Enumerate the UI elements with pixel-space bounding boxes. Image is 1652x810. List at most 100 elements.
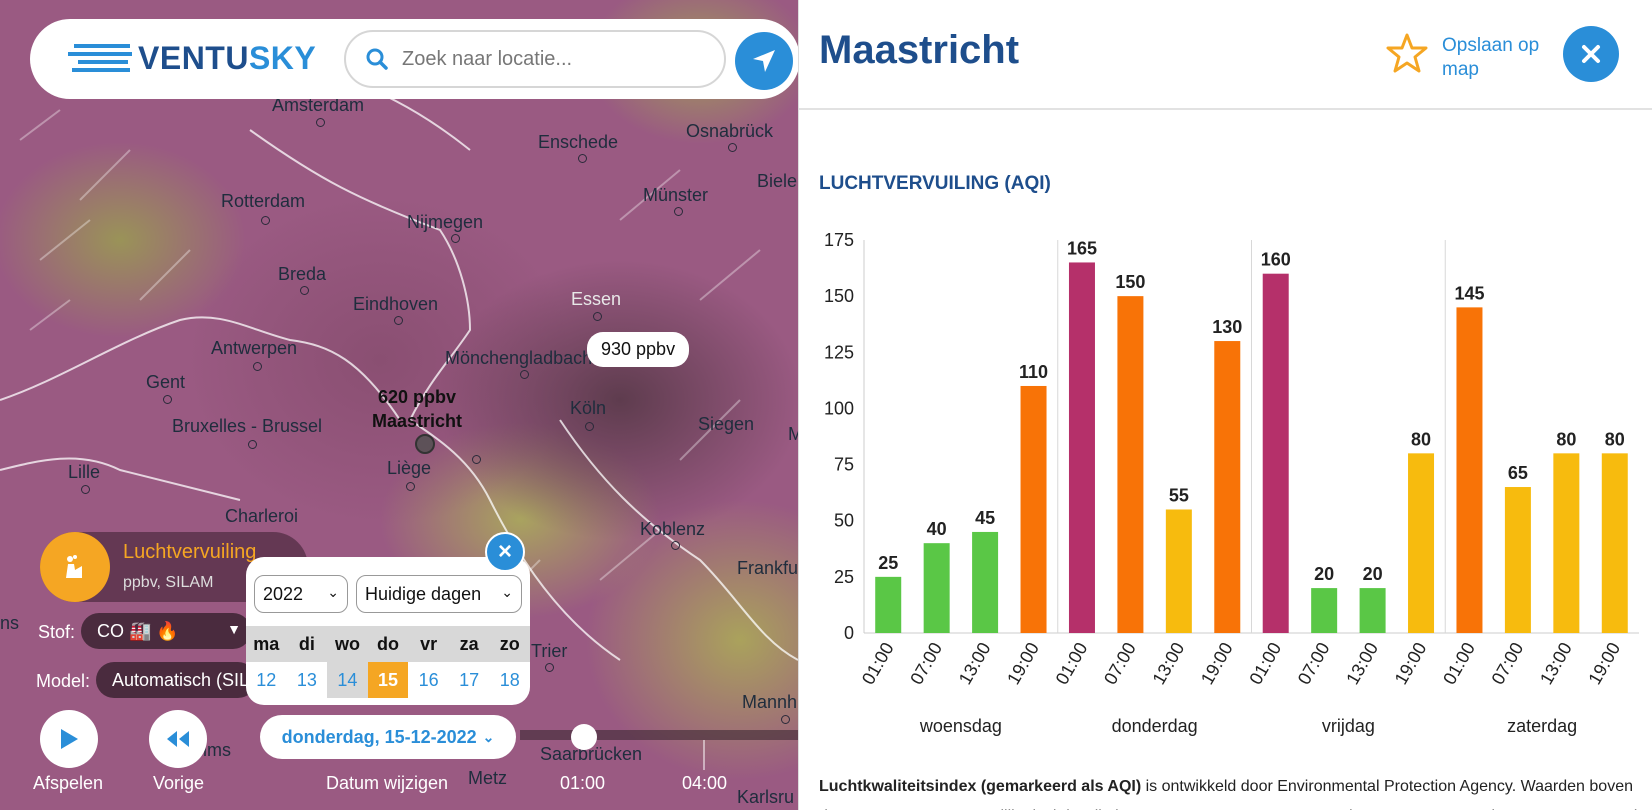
bar-value-label: 20 xyxy=(1363,564,1383,584)
locate-button[interactable] xyxy=(735,32,793,90)
bar-value-label: 150 xyxy=(1115,272,1145,292)
x-tick-label: 13:00 xyxy=(1148,639,1188,688)
ventusky-logo[interactable]: VENTUSKY xyxy=(68,40,316,77)
star-icon[interactable] xyxy=(1386,32,1428,74)
selected-location-value: 620 ppbv xyxy=(378,387,457,407)
city-dot xyxy=(593,312,602,321)
page-title: Maastricht xyxy=(819,28,1020,72)
aqi-bar xyxy=(972,531,999,633)
city-dot xyxy=(451,234,460,243)
city-label: Metz xyxy=(468,768,508,788)
city-dot xyxy=(163,395,172,404)
chevron-down-icon: ▼ xyxy=(227,621,241,637)
chevron-down-icon: ⌄ xyxy=(501,584,513,600)
bar-value-label: 110 xyxy=(1019,362,1048,382)
save-to-map-link[interactable]: Opslaan op map xyxy=(1442,35,1540,80)
aqi-bar xyxy=(1020,385,1047,633)
city-label: Münster xyxy=(643,185,709,205)
city-label: Rotterdam xyxy=(221,191,306,211)
layer-name: Luchtvervuiling xyxy=(123,541,257,563)
calendar-day[interactable]: 18 xyxy=(499,670,520,690)
aqi-bar xyxy=(1359,588,1386,633)
calendar-day[interactable]: 17 xyxy=(459,670,480,690)
bar-value-label: 80 xyxy=(1556,429,1576,449)
search-icon xyxy=(366,48,388,70)
bar-value-label: 130 xyxy=(1212,317,1242,337)
selected-location-pin[interactable] xyxy=(415,434,435,454)
timeline-tick-label: 01:00 xyxy=(560,773,606,793)
bar-value-label: 20 xyxy=(1314,564,1334,584)
close-icon xyxy=(1582,45,1600,63)
calendar-close-button[interactable]: × xyxy=(485,532,525,572)
range-select[interactable]: Huidige dagen ⌄ xyxy=(356,575,522,613)
city-dot xyxy=(585,422,594,431)
x-tick-label: 13:00 xyxy=(955,639,995,688)
timeline-knob[interactable] xyxy=(571,724,597,750)
city-dot xyxy=(472,455,481,464)
factory-icon xyxy=(66,555,82,578)
calendar-day[interactable]: 12 xyxy=(256,670,277,690)
bar-value-label: 45 xyxy=(975,508,995,528)
model-value: Automatisch (SILAM) xyxy=(112,669,256,690)
bar-value-label: 55 xyxy=(1169,485,1189,505)
aqi-bar xyxy=(875,576,902,633)
city-label: Siegen xyxy=(698,414,755,434)
aqi-chart: 0 25 50 75 100 125 150 175 25 01:00 40 07:00 45 13:00… xyxy=(824,230,1639,736)
layer-subtitle: ppbv, SILAM xyxy=(123,574,214,591)
aqi-bar xyxy=(1504,487,1531,633)
panel-header: Maastricht Opslaan op map xyxy=(799,0,1652,110)
logo-wind-icon xyxy=(68,43,132,72)
city-label: Osnabrück xyxy=(686,121,774,141)
bar-value-label: 80 xyxy=(1411,429,1431,449)
model-label: Model: xyxy=(36,671,91,691)
model-select[interactable]: Automatisch (SILAM) xyxy=(96,662,256,698)
layer-icon-button[interactable] xyxy=(40,532,110,602)
timeline-track[interactable] xyxy=(520,730,798,740)
city-label: Saarbrücken xyxy=(540,744,643,764)
date-select[interactable]: donderdag, 15-12-2022 ⌄ xyxy=(260,715,516,759)
calendar-day[interactable]: 16 xyxy=(418,670,439,690)
city-dot xyxy=(253,362,262,371)
weekday-label: ma xyxy=(253,634,280,654)
aqi-bar xyxy=(1214,341,1241,633)
rewind-icon xyxy=(167,731,189,747)
aqi-bar xyxy=(1117,296,1144,633)
city-dot xyxy=(674,207,683,216)
city-label: Liège xyxy=(387,458,432,478)
play-button[interactable] xyxy=(40,710,98,768)
city-label: Essen xyxy=(571,289,622,309)
aqi-bar xyxy=(1553,453,1580,633)
city-dot xyxy=(545,663,554,672)
city-dot xyxy=(578,154,587,163)
x-tick-label: 01:00 xyxy=(1245,639,1285,688)
calendar-day[interactable]: 13 xyxy=(296,670,317,690)
year-select[interactable]: 2022 ⌄ xyxy=(254,575,348,613)
city-label: Mannh xyxy=(742,692,798,712)
y-tick-label: 75 xyxy=(834,455,854,475)
city-label: ns xyxy=(0,613,20,633)
city-dot xyxy=(261,216,270,225)
stof-select[interactable]: CO 🏭 🔥 ▼ xyxy=(81,613,251,649)
weekday-label: do xyxy=(377,634,400,654)
bar-value-label: 80 xyxy=(1605,429,1625,449)
city-label: Gent xyxy=(146,372,186,392)
x-tick-label: 19:00 xyxy=(1391,639,1431,688)
close-panel-button[interactable] xyxy=(1563,26,1619,82)
city-label: Karlsru xyxy=(737,787,795,807)
x-tick-label: 19:00 xyxy=(1584,639,1624,688)
day-label: zaterdag xyxy=(1507,716,1577,736)
map-value-bubble: 930 ppbv xyxy=(587,332,690,367)
day-label: woensdag xyxy=(919,716,1002,736)
x-tick-label: 07:00 xyxy=(1294,639,1334,688)
aqi-bar xyxy=(1311,588,1338,633)
x-tick-label: 07:00 xyxy=(1100,639,1140,688)
city-dot xyxy=(394,316,403,325)
play-label: Afspelen xyxy=(33,773,104,793)
search-box[interactable] xyxy=(344,30,726,88)
previous-button[interactable] xyxy=(149,710,207,768)
timeline-tick xyxy=(703,740,705,770)
calendar-day[interactable]: 14 xyxy=(327,662,368,698)
search-input[interactable] xyxy=(402,47,702,71)
calendar-day-selected[interactable]: 15 xyxy=(367,662,409,698)
x-tick-label: 13:00 xyxy=(1342,639,1382,688)
